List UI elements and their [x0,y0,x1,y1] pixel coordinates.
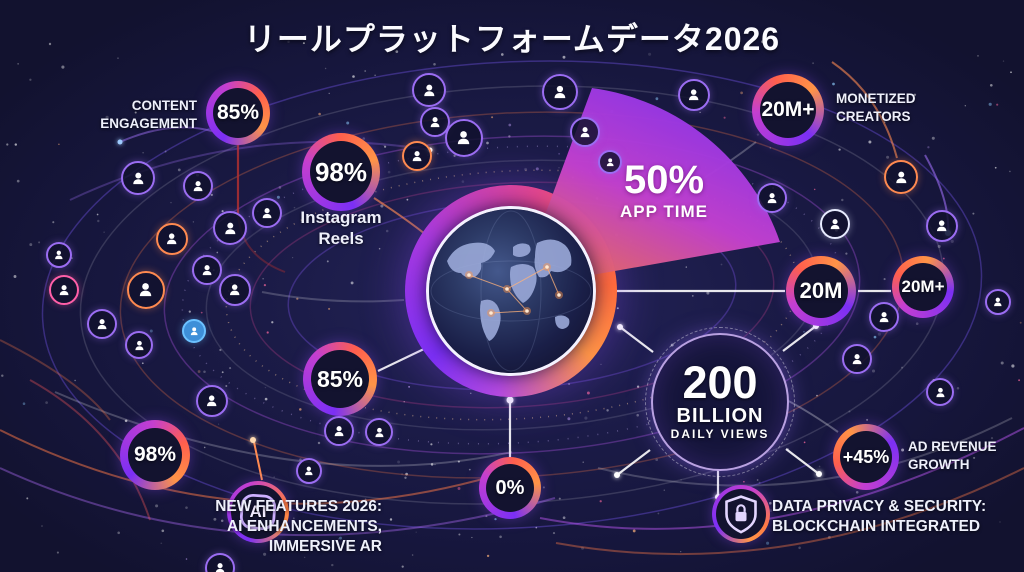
engagement-mid-badge: 85% [303,342,377,416]
privacy-badge [712,485,770,543]
user-avatar-icon [296,458,322,484]
user-avatar-icon [412,73,446,107]
user-avatar-icon [219,274,251,306]
daily-views-unit: BILLION [677,405,764,427]
user-avatar-icon [542,74,578,110]
creators-20m-value: 20M [786,256,856,326]
user-avatar-icon [842,344,872,374]
content-engagement-value: 85% [206,81,270,145]
app-time-label: APP TIME [590,202,738,222]
user-avatar-icon [156,223,188,255]
new-features-line3: IMMERSIVE AR [100,537,382,557]
user-avatar-icon [884,160,918,194]
user-avatar-icon [125,331,153,359]
zero-metric-badge: 0% [479,457,541,519]
monetized-creators-label: MONETIZED CREATORS [836,90,951,126]
user-avatar-icon [926,378,954,406]
shield-lock-icon [712,485,770,543]
user-avatar-icon [196,385,228,417]
engagement-mid-value: 85% [303,342,377,416]
engagement-bottom-badge: 98% [120,420,190,490]
page-title: リールプラットフォームデータ2026 [0,14,1024,60]
creators-20m-plus-badge: 20M+ [892,256,954,318]
monetized-creators-badge: 20M+ [752,74,824,146]
user-avatar-icon [324,416,354,446]
privacy-line2: BLOCKCHAIN INTEGRATED [772,517,1017,537]
user-avatar-icon [926,210,958,242]
new-features-callout: NEW FEATURES 2026: AI ENHANCEMENTS, IMME… [100,497,382,557]
daily-views-badge: 200 BILLION DAILY VIEWS [651,333,789,471]
privacy-line1: DATA PRIVACY & SECURITY: [772,497,1017,517]
instagram-reels-label: Instagram Reels [276,207,406,250]
ad-revenue-label: AD REVENUE GROWTH [908,438,1016,474]
user-avatar-icon [985,289,1011,315]
creators-20m-badge: 20M [786,256,856,326]
new-features-line2: AI ENHANCEMENTS, [100,517,382,537]
app-time-value: 50% [590,158,738,203]
new-features-line1: NEW FEATURES 2026: [100,497,382,517]
user-avatar-icon [183,171,213,201]
user-avatar-icon [49,275,79,305]
monetized-creators-value: 20M+ [752,74,824,146]
globe-icon [426,206,596,376]
user-avatar-icon [121,161,155,195]
user-avatar-icon [820,209,850,239]
instagram-reels-badge: 98% [302,133,380,211]
infographic-canvas: リールプラットフォームデータ2026 [0,0,1024,572]
creators-20m-plus-value: 20M+ [892,256,954,318]
user-avatar-icon [182,319,206,343]
user-avatar-icon [570,117,600,147]
user-avatar-icon [365,418,393,446]
ad-revenue-badge: +45% [833,424,899,490]
user-avatar-icon [213,211,247,245]
zero-metric-value: 0% [479,457,541,519]
ad-revenue-value: +45% [833,424,899,490]
daily-views-label: DAILY VIEWS [671,427,770,443]
user-avatar-icon [192,255,222,285]
user-avatar-icon [757,183,787,213]
content-engagement-badge: 85% [206,81,270,145]
instagram-reels-value: 98% [302,133,380,211]
user-avatar-icon [87,309,117,339]
engagement-bottom-value: 98% [120,420,190,490]
user-avatar-icon [445,119,483,157]
privacy-callout: DATA PRIVACY & SECURITY: BLOCKCHAIN INTE… [772,497,1017,537]
daily-views-value: 200 [682,362,757,405]
user-avatar-icon [678,79,710,111]
user-avatar-icon [46,242,72,268]
content-engagement-label: CONTENT ENGAGEMENT [75,97,197,133]
user-avatar-icon [402,141,432,171]
user-avatar-icon [127,271,165,309]
